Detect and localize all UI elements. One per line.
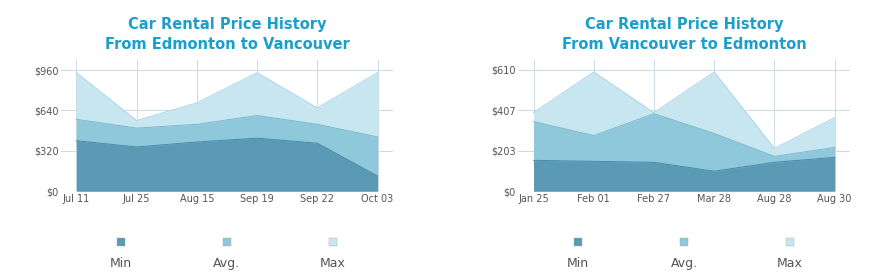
Title: Car Rental Price History
From Vancouver to Edmonton: Car Rental Price History From Vancouver …	[562, 17, 807, 52]
Title: Car Rental Price History
From Edmonton to Vancouver: Car Rental Price History From Edmonton t…	[104, 17, 350, 52]
Text: Min: Min	[110, 257, 132, 270]
Text: Max: Max	[320, 257, 346, 270]
Text: Max: Max	[777, 257, 803, 270]
Text: Avg.: Avg.	[670, 257, 697, 270]
Text: Avg.: Avg.	[214, 257, 241, 270]
Text: Min: Min	[567, 257, 590, 270]
